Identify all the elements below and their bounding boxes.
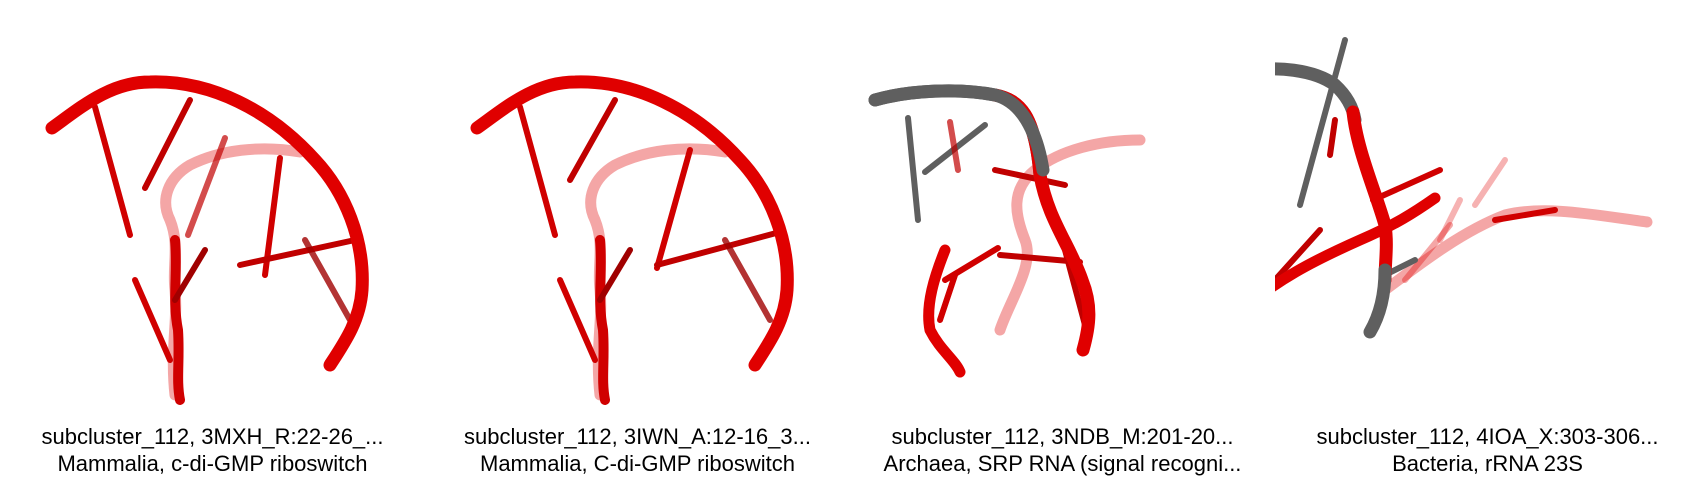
- caption-description-line: Bacteria, rRNA 23S: [1392, 451, 1583, 476]
- structure-panel-3: subcluster_112, 3NDB_M:201-20... Archaea…: [850, 0, 1275, 480]
- rna-structure-image-2: [470, 75, 794, 405]
- caption-description-line: Archaea, SRP RNA (signal recogni...: [883, 451, 1242, 476]
- caption-id-line: subcluster_112, 3MXH_R:22-26_...: [41, 424, 384, 449]
- structure-caption-3: subcluster_112, 3NDB_M:201-20... Archaea…: [850, 423, 1275, 477]
- structure-caption-1: subcluster_112, 3MXH_R:22-26_... Mammali…: [0, 423, 425, 477]
- structure-caption-4: subcluster_112, 4IOA_X:303-306... Bacter…: [1275, 423, 1700, 477]
- structure-caption-2: subcluster_112, 3IWN_A:12-16_3... Mammal…: [425, 423, 850, 477]
- rna-structure-image-4: [1275, 37, 1653, 339]
- structure-panel-2: subcluster_112, 3IWN_A:12-16_3... Mammal…: [425, 0, 850, 480]
- caption-description-line: Mammalia, c-di-GMP riboswitch: [57, 451, 368, 476]
- structure-panel-1: subcluster_112, 3MXH_R:22-26_... Mammali…: [0, 0, 425, 480]
- rna-structure-image-3: [868, 84, 1146, 378]
- caption-description-line: Mammalia, C-di-GMP riboswitch: [480, 451, 795, 476]
- caption-id-line: subcluster_112, 3IWN_A:12-16_3...: [464, 424, 811, 449]
- rna-structure-image-1: [45, 75, 369, 405]
- structure-panel-4: subcluster_112, 4IOA_X:303-306... Bacter…: [1275, 0, 1700, 480]
- caption-id-line: subcluster_112, 4IOA_X:303-306...: [1316, 424, 1659, 449]
- caption-id-line: subcluster_112, 3NDB_M:201-20...: [891, 424, 1234, 449]
